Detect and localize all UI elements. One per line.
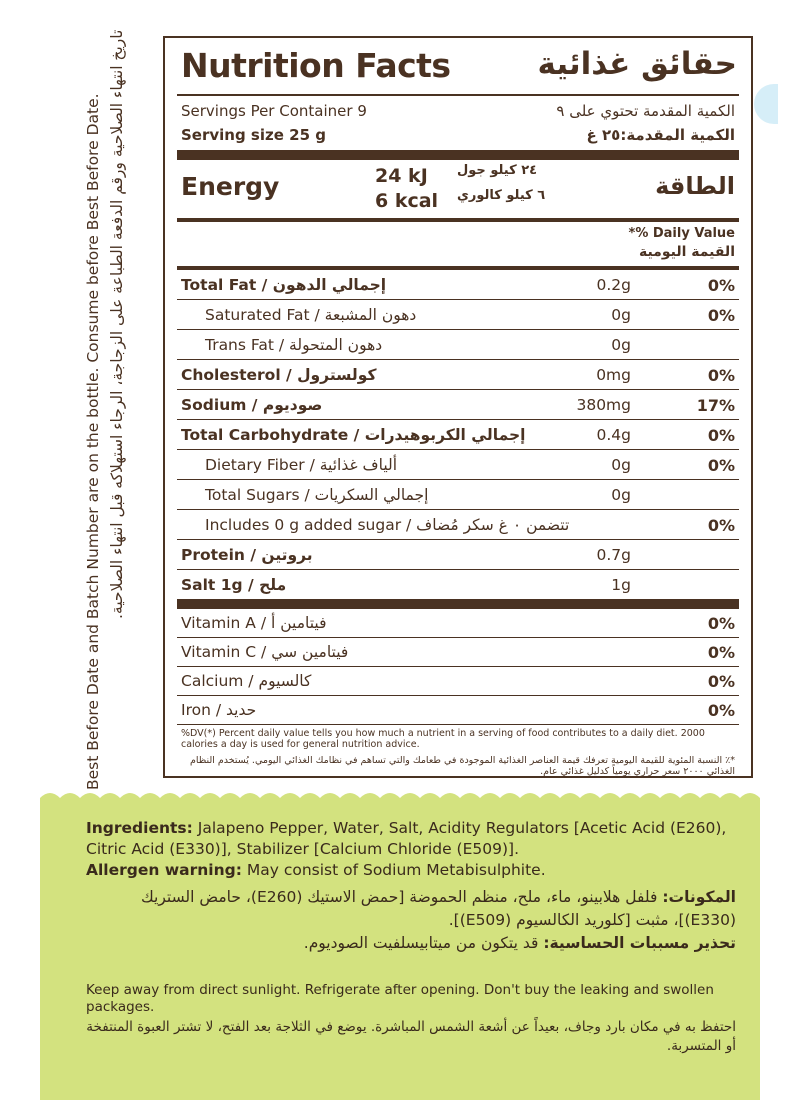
nutrient-dv: 0%: [707, 426, 735, 445]
vitamin-dv: 0%: [707, 701, 735, 720]
ingredients-text-en: Jalapeno Pepper, Water, Salt, Acidity Re…: [86, 819, 727, 858]
nutrient-name: Includes 0 g added sugar / تتضمن ٠ غ سكر…: [205, 516, 570, 534]
nutrient-list: Total Fat / إجمالي الدهون 0.2g 0% Satura…: [177, 270, 739, 599]
daily-value-header: *% Daily Value القيمة اليومية: [177, 222, 739, 266]
nutrient-row: Total Sugars / إجمالي السكريات 0g: [177, 479, 739, 509]
energy-kcal-ar: ٦ كيلو كالوري: [457, 188, 546, 203]
allergen-text-ar: قد يتكون من ميتابيسلفيت الصوديوم.: [303, 934, 544, 952]
footnote-ar: *٪ النسبة المئوية للقيمة اليومية تعرفك ق…: [189, 755, 735, 777]
servings-row: Servings Per Container 9 الكمية المقدمة …: [177, 96, 739, 120]
nutrient-row: Cholesterol / كولسترول 0mg 0%: [177, 359, 739, 389]
divider-medium: [177, 266, 739, 270]
best-before-note-en: Best Before Date and Batch Number are on…: [84, 93, 102, 790]
energy-kj: 24 kJ: [375, 165, 428, 187]
nutrient-row: Salt 1g / ملح 1g: [177, 569, 739, 599]
ingredients-text-ar: فلفل هلابينو، ماء، ملح، منظم الحموضة [حم…: [140, 888, 736, 929]
serving-size-en: Serving size 25 g: [181, 126, 326, 144]
vitamin-row: Calcium / كالسيوم 0%: [177, 666, 739, 695]
storage-en: Keep away from direct sunlight. Refriger…: [86, 982, 714, 1015]
nutrient-amount: 380mg: [576, 396, 631, 414]
nutrient-row: Includes 0 g added sugar / تتضمن ٠ غ سكر…: [177, 509, 739, 539]
nutrient-dv: 0%: [707, 516, 735, 535]
nutrient-row: Total Fat / إجمالي الدهون 0.2g 0%: [177, 270, 739, 299]
nutrient-amount: 0mg: [596, 366, 631, 384]
nutrient-row: Saturated Fat / دهون المشبعة 0g 0%: [177, 299, 739, 329]
vitamin-name: Vitamin C / فيتامين سي: [181, 643, 349, 661]
storage-ar: احتفظ به في مكان بارد وجاف، بعيداً عن أش…: [86, 1019, 736, 1054]
ingredients-section: [40, 805, 760, 1100]
vitamin-dv: 0%: [707, 672, 735, 691]
nutrient-row: Dietary Fiber / ألياف غذائية 0g 0%: [177, 449, 739, 479]
decorative-circle: [754, 84, 778, 124]
nutrient-row: Sodium / صوديوم 380mg 17%: [177, 389, 739, 419]
vitamin-name: Calcium / كالسيوم: [181, 672, 312, 690]
nutrient-name: Sodium / صوديوم: [181, 396, 323, 414]
nutrient-amount: 0g: [611, 336, 631, 354]
nutrition-facts-panel: Nutrition Facts حقائق غذائية Servings Pe…: [163, 36, 753, 778]
allergen-label-en: Allergen warning:: [86, 861, 242, 879]
nutrient-name: Saturated Fat / دهون المشبعة: [205, 306, 417, 324]
ingredients-label-en: Ingredients:: [86, 819, 193, 837]
nutrient-name: Protein / بروتين: [181, 546, 313, 564]
nutrient-row: Total Carbohydrate / إجمالي الكربوهيدرات…: [177, 419, 739, 449]
nutrient-amount: 0.7g: [596, 546, 632, 564]
nutrient-dv: 0%: [707, 276, 735, 295]
energy-kcal: 6 kcal: [375, 190, 439, 212]
allergen-label-ar: تحذير مسببات الحساسية:: [543, 934, 736, 952]
best-before-note-ar: تاريخ انتهاء الصلاحية ورقم الدفعة الطباع…: [108, 30, 126, 620]
nutrient-amount: 1g: [611, 576, 631, 594]
nutrient-dv: 0%: [707, 306, 735, 325]
nutrient-amount: 0g: [611, 486, 631, 504]
energy-label-en: Energy: [181, 172, 280, 201]
nutrient-amount: 0.4g: [596, 426, 632, 444]
vitamin-name: Iron / حديد: [181, 701, 257, 719]
title-en: Nutrition Facts: [181, 46, 451, 85]
nutrient-name: Cholesterol / كولسترول: [181, 366, 377, 384]
nutrient-name: Dietary Fiber / ألياف غذائية: [205, 456, 398, 474]
energy-label-ar: الطاقة: [655, 172, 735, 200]
footnote-en: %DV(*) Percent daily value tells you how…: [181, 728, 705, 750]
title-ar: حقائق غذائية: [537, 46, 737, 82]
nutrient-name: Total Carbohydrate / إجمالي الكربوهيدرات: [181, 426, 526, 444]
nutrient-row: Protein / بروتين 0.7g: [177, 539, 739, 569]
nutrient-name: Total Sugars / إجمالي السكريات: [205, 486, 429, 504]
nutrient-dv: 0%: [707, 366, 735, 385]
energy-row: Energy 24 kJ 6 kcal ٢٤ كيلو جول ٦ كيلو ك…: [177, 160, 739, 218]
nutrient-amount: 0.2g: [596, 276, 632, 294]
serving-size-ar: الكمية المقدمة:٢٥ غ: [586, 126, 735, 144]
nutrient-name: Total Fat / إجمالي الدهون: [181, 276, 387, 294]
vitamin-row: Vitamin A / فيتامين أ 0%: [177, 609, 739, 637]
nutrient-name: Salt 1g / ملح: [181, 576, 287, 594]
nutrient-name: Trans Fat / دهون المتحولة: [205, 336, 383, 354]
ingredients-label-ar: المكونات:: [662, 888, 736, 906]
vitamin-dv: 0%: [707, 614, 735, 633]
nutrient-amount: 0g: [611, 456, 631, 474]
vitamin-name: Vitamin A / فيتامين أ: [181, 614, 327, 632]
energy-kj-ar: ٢٤ كيلو جول: [457, 163, 538, 178]
servings-ar: الكمية المقدمة تحتوي على ٩: [556, 102, 735, 120]
footnote: %DV(*) Percent daily value tells you how…: [177, 724, 739, 777]
nutrient-dv: 17%: [696, 396, 735, 415]
divider-medium: [177, 218, 739, 222]
scalloped-edge: [40, 793, 760, 808]
allergen-text-en: May consist of Sodium Metabisulphite.: [241, 861, 546, 879]
nutrient-dv: 0%: [707, 456, 735, 475]
serving-size-row: Serving size 25 g الكمية المقدمة:٢٥ غ: [177, 120, 739, 150]
daily-value-header-en: *% Daily Value: [628, 226, 735, 241]
nutrient-amount: 0g: [611, 306, 631, 324]
vitamin-row: Iron / حديد 0%: [177, 695, 739, 724]
divider-thick: [177, 599, 739, 609]
side-notice: Best Before Date and Batch Number are on…: [84, 30, 140, 790]
vitamin-dv: 0%: [707, 643, 735, 662]
title-row: Nutrition Facts حقائق غذائية: [177, 38, 739, 94]
vitamin-list: Vitamin A / فيتامين أ 0% Vitamin C / فيت…: [177, 609, 739, 724]
servings-en: Servings Per Container 9: [181, 102, 367, 120]
nutrient-row: Trans Fat / دهون المتحولة 0g: [177, 329, 739, 359]
vitamin-row: Vitamin C / فيتامين سي 0%: [177, 637, 739, 666]
daily-value-header-ar: القيمة اليومية: [638, 244, 735, 260]
ingredients-en: Ingredients: Jalapeno Pepper, Water, Sal…: [86, 818, 736, 881]
ingredients-ar: المكونات: فلفل هلابينو، ماء، ملح، منظم ا…: [86, 886, 736, 955]
divider: [177, 94, 739, 96]
divider-thick: [177, 150, 739, 160]
